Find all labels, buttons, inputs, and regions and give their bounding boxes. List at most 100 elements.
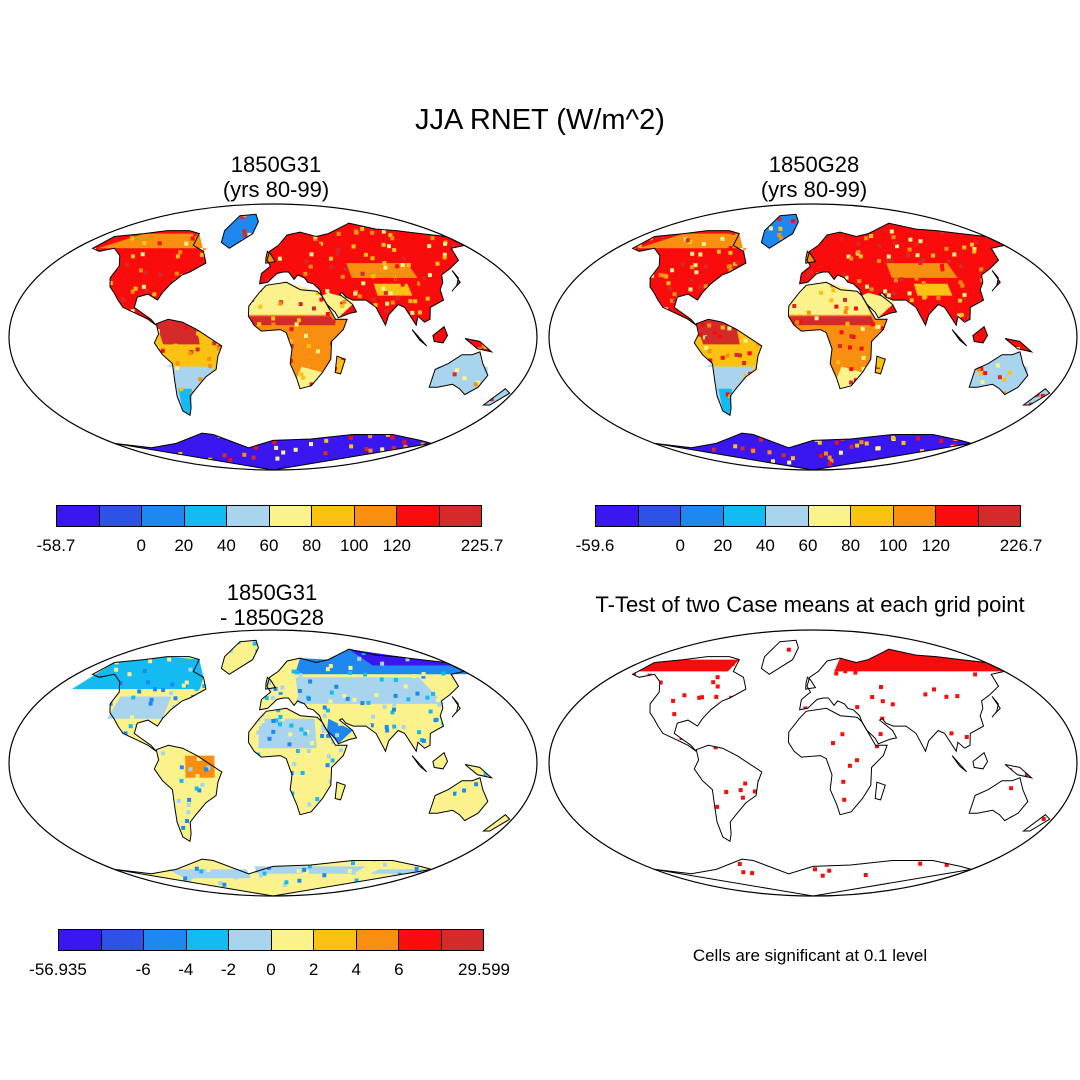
grid-cell: [174, 271, 179, 276]
grid-cell: [185, 819, 189, 823]
grid-cell: [589, 287, 593, 291]
grid-cell: [703, 311, 708, 315]
grid-cell: [442, 451, 447, 455]
grid-cell: [621, 277, 625, 281]
grid-cell: [62, 300, 66, 304]
grid-cell: [195, 286, 200, 291]
grid-cell: [20, 845, 24, 849]
grid-cell: [218, 881, 223, 886]
grid-cell: [421, 738, 426, 743]
grid-cell: [473, 399, 478, 404]
grid-cell: [489, 698, 494, 703]
grid-cell: [229, 649, 234, 654]
coastline: [798, 222, 1006, 327]
panel3-map: [8, 629, 538, 897]
colorbar-tick-label: 20: [713, 536, 733, 555]
grid-cell: [515, 727, 519, 731]
grid-cell: [175, 366, 180, 371]
grid-cell: [604, 714, 608, 718]
grid-cell: [32, 412, 36, 416]
grid-cell: [271, 322, 276, 327]
grid-cell: [610, 426, 614, 430]
grid-cell: [468, 309, 473, 314]
colorbar-tick-label: 2: [308, 960, 319, 979]
grid-cell: [891, 291, 896, 296]
grid-cell: [390, 757, 395, 762]
grid-cell: [80, 797, 84, 801]
grid-cell: [1030, 238, 1035, 243]
grid-cell: [392, 724, 397, 729]
grid-cell: [855, 705, 860, 710]
grid-cell: [573, 715, 577, 719]
grid-cell: [139, 798, 144, 803]
grid-cell: [683, 281, 688, 286]
grid-cell: [482, 271, 487, 276]
grid-cell: [1056, 800, 1060, 804]
grid-cell: [200, 782, 205, 787]
grid-cell: [707, 323, 712, 328]
grid-cell: [689, 275, 694, 280]
grid-cell: [360, 226, 365, 231]
grid-cell: [107, 805, 112, 810]
grid-cell: [599, 288, 603, 292]
grid-cell: [882, 219, 887, 223]
grid-cell: [180, 428, 185, 433]
colorbar-swatch: [144, 930, 187, 950]
grid-cell: [986, 410, 991, 415]
grid-cell: [456, 321, 461, 326]
grid-cell: [446, 866, 451, 870]
grid-cell: [925, 364, 930, 369]
grid-cell: [144, 289, 149, 294]
grid-cell: [700, 429, 705, 434]
grid-cell: [817, 440, 822, 445]
grid-cell: [502, 769, 507, 773]
grid-cell: [291, 669, 296, 674]
grid-cell: [430, 738, 435, 743]
grid-cell: [608, 389, 612, 393]
grid-cell: [728, 218, 733, 222]
grid-cell: [1020, 393, 1025, 398]
grid-cell: [21, 732, 25, 736]
grid-cell: [279, 640, 284, 644]
grid-cell: [313, 816, 318, 821]
grid-cell: [525, 859, 529, 863]
grid-cell: [525, 421, 529, 425]
grid-cell: [130, 309, 135, 314]
grid-cell: [85, 698, 89, 702]
grid-cell: [907, 291, 912, 296]
grid-cell: [461, 833, 466, 838]
grid-cell: [324, 438, 329, 443]
grid-cell: [231, 343, 236, 348]
grid-cell: [787, 279, 792, 284]
grid-cell: [663, 228, 668, 233]
grid-cell: [939, 438, 944, 443]
grid-cell: [982, 447, 987, 452]
grid-cell: [92, 301, 97, 306]
land-fill-northAmerica: [632, 656, 746, 752]
grid-cell: [871, 396, 876, 401]
grid-cell: [331, 347, 336, 352]
grid-cell: [81, 840, 85, 844]
grid-cell: [43, 417, 47, 421]
grid-cell: [227, 307, 232, 312]
grid-cell: [304, 822, 309, 827]
grid-cell: [976, 367, 981, 372]
grid-cell: [298, 226, 303, 231]
grid-cell: [218, 652, 223, 657]
colorbar-swatch: [101, 930, 144, 950]
grid-cell: [835, 251, 840, 255]
grid-cell: [23, 828, 27, 832]
grid-cell: [508, 267, 510, 272]
grid-cell: [325, 667, 330, 672]
grid-cell: [175, 677, 180, 682]
grid-cell: [204, 767, 209, 772]
grid-cell: [287, 857, 292, 862]
grid-cell: [989, 322, 994, 327]
grid-cell: [779, 236, 784, 241]
grid-cell: [1044, 711, 1049, 716]
grid-cell: [493, 324, 498, 329]
grid-cell: [197, 788, 202, 793]
grid-cell: [95, 840, 100, 845]
grid-cell: [856, 250, 861, 255]
grid-cell: [487, 729, 492, 734]
